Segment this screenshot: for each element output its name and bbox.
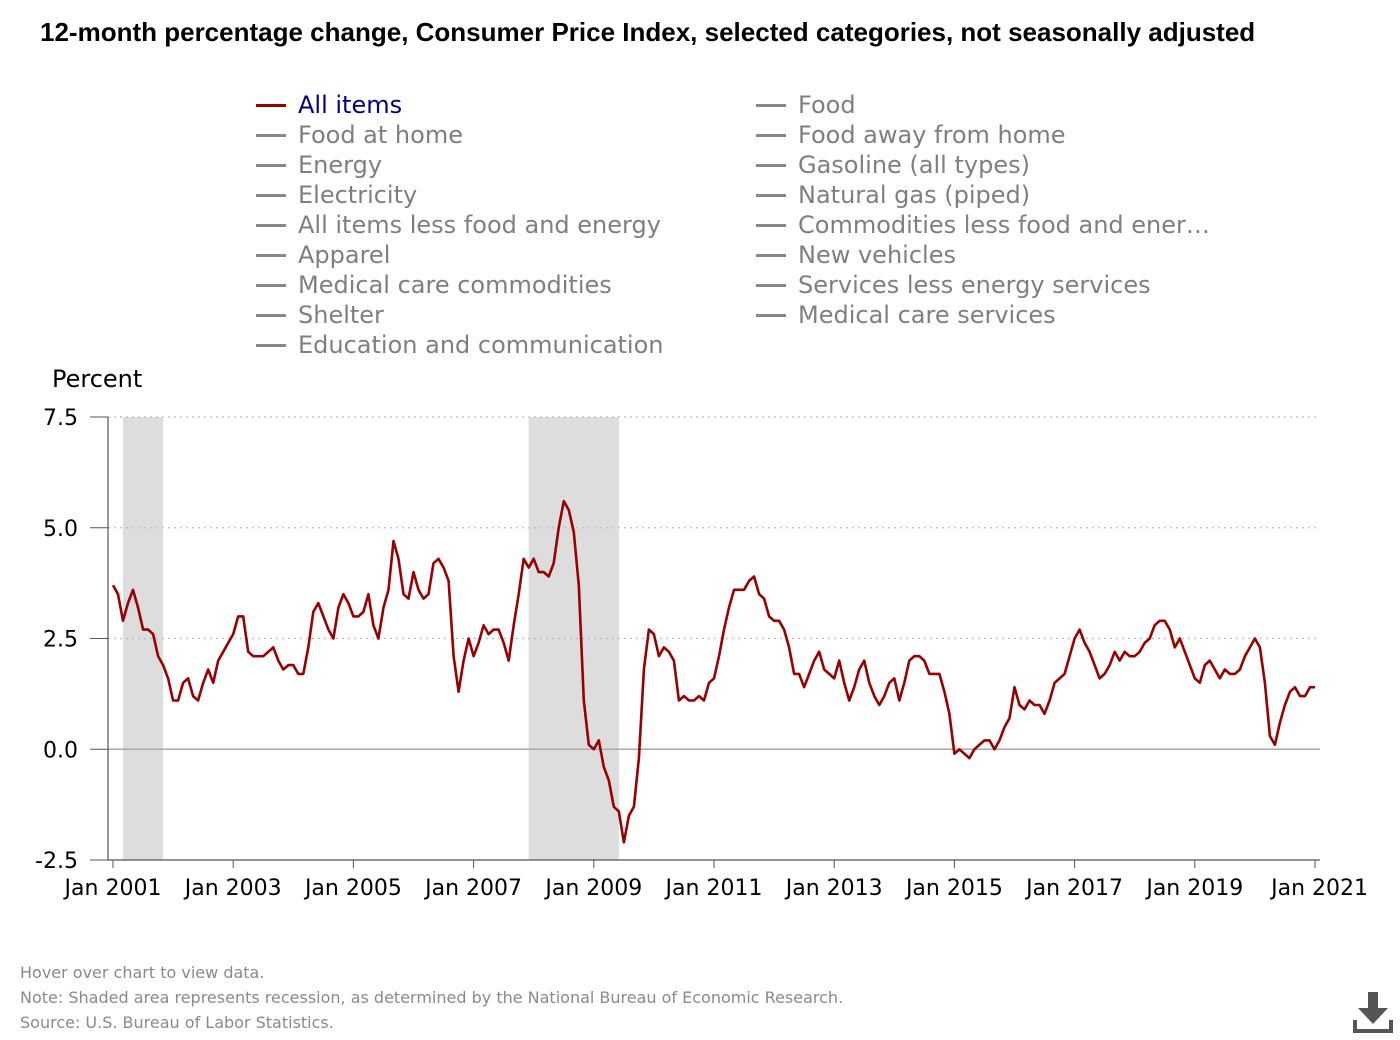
legend-item[interactable]: Food bbox=[756, 90, 856, 120]
legend-swatch bbox=[756, 163, 786, 167]
x-tick-label: Jan 2013 bbox=[784, 876, 883, 901]
legend-swatch bbox=[756, 103, 786, 107]
legend-item[interactable]: Commodities less food and ener… bbox=[756, 210, 1210, 240]
legend-item[interactable]: Shelter bbox=[256, 300, 384, 330]
legend-swatch bbox=[256, 283, 286, 287]
legend-label: Natural gas (piped) bbox=[798, 181, 1031, 209]
x-tick-label: Jan 2011 bbox=[664, 876, 763, 901]
gridlines bbox=[108, 416, 1320, 750]
legend-item[interactable]: Energy bbox=[256, 150, 382, 180]
legend-swatch bbox=[756, 283, 786, 287]
series-lines bbox=[111, 499, 1315, 844]
recession-note: Note: Shaded area represents recession, … bbox=[20, 988, 844, 1007]
legend-label: Food at home bbox=[298, 121, 463, 149]
legend-swatch bbox=[756, 223, 786, 227]
y-tick-label: 5.0 bbox=[43, 517, 78, 542]
recession-band bbox=[528, 417, 619, 860]
y-axis-label: Percent bbox=[52, 365, 142, 393]
legend-item[interactable]: Apparel bbox=[256, 240, 390, 270]
legend-item[interactable]: Food at home bbox=[256, 120, 463, 150]
legend-swatch bbox=[256, 103, 286, 107]
legend-label: Shelter bbox=[298, 301, 384, 329]
legend-label: All items bbox=[298, 91, 403, 119]
x-tick-label: Jan 2021 bbox=[1269, 876, 1368, 901]
chart-title: 12-month percentage change, Consumer Pri… bbox=[40, 17, 1256, 47]
legend-swatch bbox=[256, 223, 286, 227]
legend-item[interactable]: All items bbox=[256, 90, 402, 120]
series-line-all-items bbox=[111, 499, 1315, 844]
x-tick-label: Jan 2007 bbox=[423, 876, 522, 901]
legend-item[interactable]: Education and communication bbox=[256, 330, 664, 360]
legend-label: Commodities less food and ener… bbox=[798, 211, 1210, 239]
legend-item[interactable]: Food away from home bbox=[756, 120, 1066, 150]
legend-swatch bbox=[256, 253, 286, 257]
x-tick-label: Jan 2009 bbox=[543, 876, 642, 901]
y-tick-label: 7.5 bbox=[43, 406, 78, 431]
legend-label: New vehicles bbox=[798, 241, 956, 269]
legend-swatch bbox=[256, 163, 286, 167]
legend-item[interactable]: Gasoline (all types) bbox=[756, 150, 1030, 180]
hover-hint: Hover over chart to view data. bbox=[20, 963, 265, 982]
x-tick-label: Jan 2019 bbox=[1144, 876, 1243, 901]
source-note: Source: U.S. Bureau of Labor Statistics. bbox=[20, 1013, 334, 1032]
legend-swatch bbox=[756, 193, 786, 197]
x-tick-label: Jan 2001 bbox=[63, 876, 162, 901]
legend-swatch bbox=[256, 193, 286, 197]
legend-item[interactable]: Medical care services bbox=[756, 300, 1056, 330]
legend-label: Medical care services bbox=[798, 301, 1056, 329]
legend-label: Food bbox=[798, 91, 856, 119]
legend-item[interactable]: All items less food and energy bbox=[256, 210, 661, 240]
x-tick-label: Jan 2005 bbox=[303, 876, 402, 901]
legend-label: Apparel bbox=[298, 241, 391, 269]
x-tick-label: Jan 2015 bbox=[904, 876, 1003, 901]
legend-swatch bbox=[256, 313, 286, 317]
x-tick-label: Jan 2017 bbox=[1024, 876, 1123, 901]
legend-swatch bbox=[256, 343, 286, 347]
legend-label: Energy bbox=[298, 151, 383, 179]
legend-label: All items less food and energy bbox=[298, 211, 661, 239]
legend-label: Electricity bbox=[298, 181, 418, 209]
legend-item[interactable]: Electricity bbox=[256, 180, 417, 210]
legend-label: Services less energy services bbox=[798, 271, 1151, 299]
y-tick-label: -2.5 bbox=[35, 849, 78, 874]
legend-swatch bbox=[756, 253, 786, 257]
legend-item[interactable]: Medical care commodities bbox=[256, 270, 612, 300]
legend-label: Gasoline (all types) bbox=[798, 151, 1030, 179]
legend-item[interactable]: Services less energy services bbox=[756, 270, 1151, 300]
legend-label: Medical care commodities bbox=[298, 271, 612, 299]
x-tick-label: Jan 2003 bbox=[183, 876, 282, 901]
legend-swatch bbox=[756, 133, 786, 137]
legend-item[interactable]: New vehicles bbox=[756, 240, 956, 270]
download-icon[interactable] bbox=[1352, 990, 1394, 1034]
legend-label: Education and communication bbox=[298, 331, 664, 359]
legend: All items Food at home Energy Electricity Al… bbox=[256, 90, 1256, 362]
legend-item[interactable]: Natural gas (piped) bbox=[756, 180, 1030, 210]
legend-swatch bbox=[756, 313, 786, 317]
y-tick-label: 0.0 bbox=[43, 738, 78, 763]
legend-swatch bbox=[256, 133, 286, 137]
y-tick-label: 2.5 bbox=[43, 628, 78, 653]
legend-label: Food away from home bbox=[798, 121, 1066, 149]
recession-shading bbox=[123, 417, 619, 860]
download-icon-graphic bbox=[1353, 992, 1393, 1033]
